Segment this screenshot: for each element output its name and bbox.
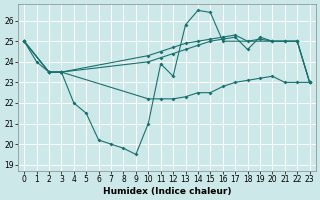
X-axis label: Humidex (Indice chaleur): Humidex (Indice chaleur) [103,187,231,196]
